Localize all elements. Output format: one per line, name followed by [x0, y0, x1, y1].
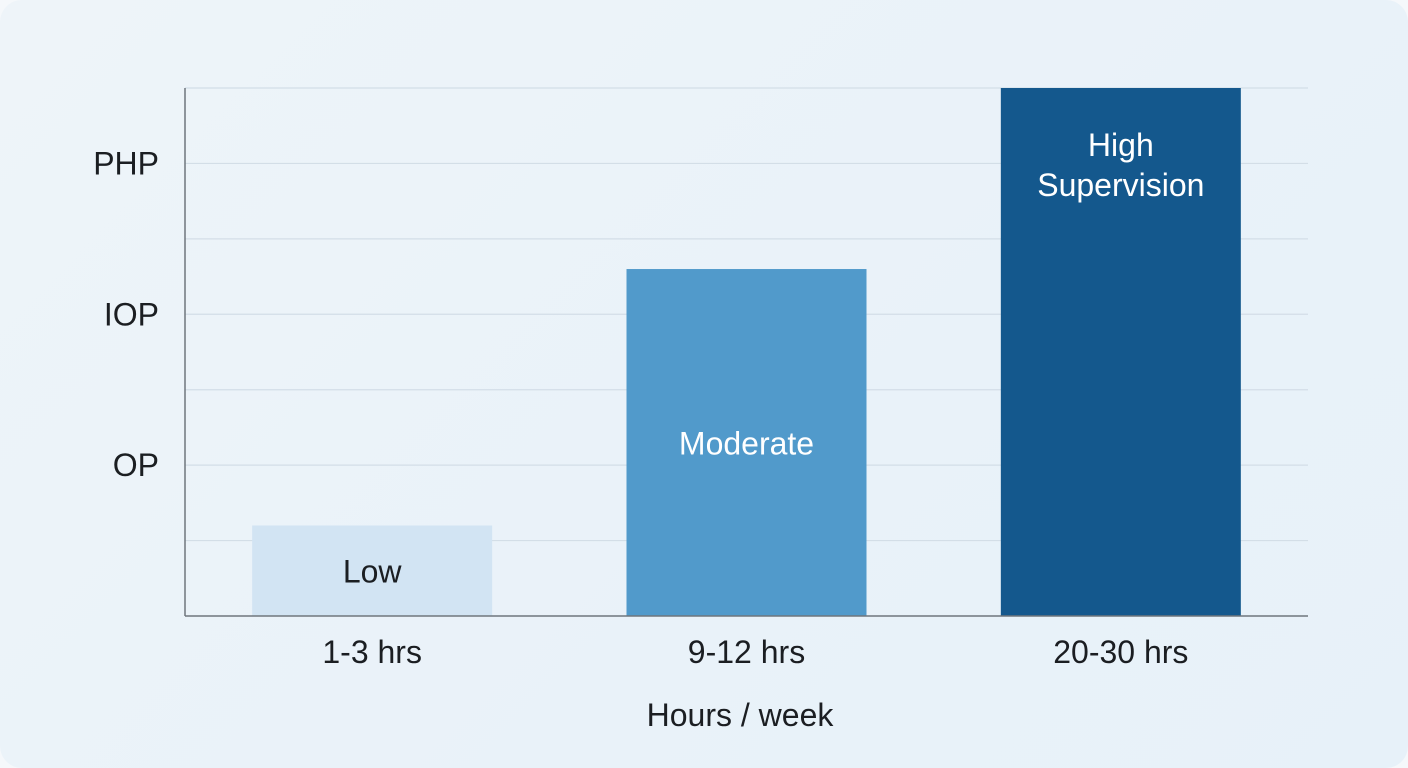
- y-tick-label: IOP: [104, 296, 159, 332]
- axes: [184, 88, 1308, 617]
- x-tick-label: 1-3 hrs: [322, 634, 422, 670]
- bar-label: Low: [343, 554, 403, 590]
- y-tick-label: OP: [113, 447, 159, 483]
- y-tick-label: PHP: [93, 145, 159, 181]
- y-tick-labels: OP IOP PHP: [93, 145, 159, 483]
- x-tick-labels: 1-3 hrs 9-12 hrs 20-30 hrs: [322, 634, 1188, 670]
- bar-label: High Supervision: [1037, 127, 1204, 203]
- x-axis-title: Hours / week: [647, 697, 835, 733]
- bar-label: Moderate: [679, 426, 814, 462]
- x-tick-label: 20-30 hrs: [1053, 634, 1188, 670]
- bars: Low Moderate High Supervision: [252, 88, 1241, 616]
- x-tick-label: 9-12 hrs: [688, 634, 805, 670]
- bar: [626, 269, 867, 616]
- bar: [252, 525, 493, 616]
- bar: [1000, 88, 1241, 616]
